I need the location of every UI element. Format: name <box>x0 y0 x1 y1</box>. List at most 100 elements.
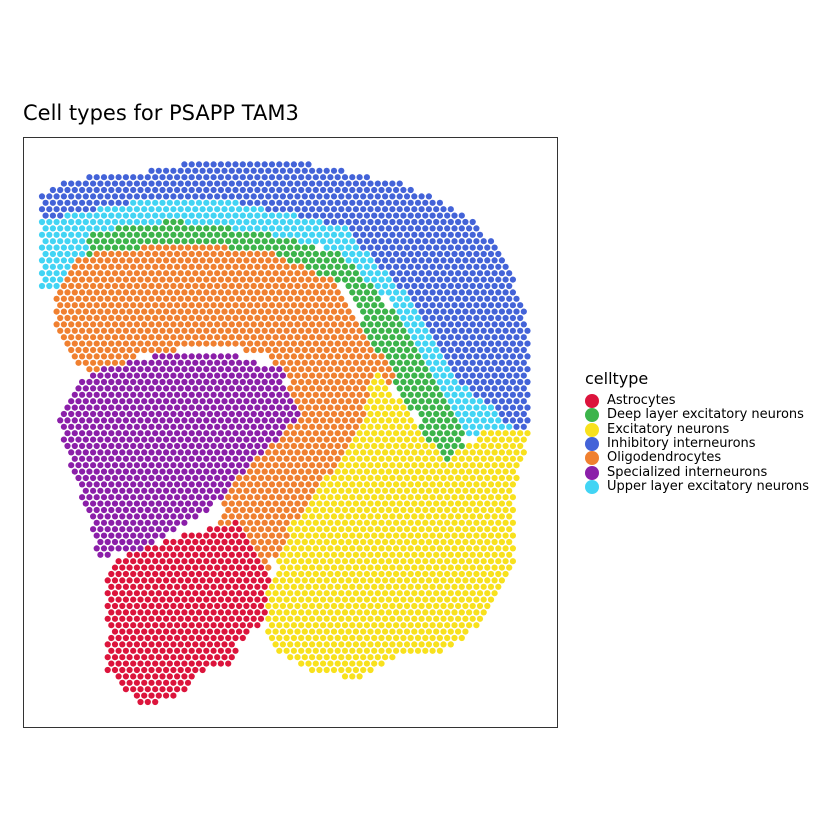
spot-point <box>345 372 352 379</box>
spot-point <box>141 321 148 328</box>
spot-point <box>429 366 436 373</box>
spot-point <box>327 455 334 462</box>
spot-point <box>174 468 181 475</box>
spot-point <box>115 263 122 270</box>
spot-point <box>206 295 213 302</box>
spot-point <box>473 468 480 475</box>
spot-point <box>115 366 122 373</box>
spot-point <box>371 238 378 245</box>
spot-point <box>261 378 268 386</box>
spot-point <box>155 308 162 315</box>
spot-point <box>433 449 440 456</box>
spot-point <box>232 186 239 194</box>
spot-point <box>60 295 67 302</box>
spot-point <box>195 622 203 629</box>
spot-point <box>294 270 301 277</box>
spot-point <box>389 231 396 238</box>
spot-point <box>119 654 126 661</box>
spot-point <box>276 583 283 590</box>
spot-point <box>524 327 531 334</box>
spot-point <box>93 442 100 450</box>
spot-point <box>462 244 469 251</box>
spot-point <box>301 282 308 290</box>
spot-point <box>206 257 213 264</box>
spot-point <box>195 417 203 424</box>
spot-point <box>210 353 217 360</box>
spot-point <box>294 167 301 174</box>
spot-point <box>323 359 330 366</box>
spot-point <box>374 270 381 277</box>
spot-point <box>294 628 301 635</box>
spot-point <box>203 430 210 437</box>
spot-point <box>210 276 217 283</box>
spot-point <box>298 634 305 642</box>
spot-point <box>495 250 502 258</box>
spot-point <box>298 430 305 437</box>
spot-point <box>290 212 297 219</box>
spot-point <box>356 481 363 488</box>
spot-point <box>239 238 246 245</box>
spot-point <box>309 270 316 277</box>
spot-point <box>491 577 498 584</box>
spot-point <box>396 449 403 456</box>
spot-point <box>228 590 235 597</box>
spot-point <box>469 282 476 290</box>
spot-point <box>214 577 221 584</box>
spot-point <box>447 398 454 405</box>
spot-point <box>188 494 195 501</box>
spot-point <box>356 455 363 462</box>
spot-point <box>433 628 440 635</box>
spot-point <box>455 282 462 290</box>
spot-point <box>411 577 418 584</box>
spot-point <box>148 551 155 558</box>
spot-point <box>75 423 82 430</box>
spot-point <box>400 455 407 462</box>
spot-point <box>316 666 323 674</box>
spot-point <box>108 314 115 322</box>
spot-point <box>502 353 509 360</box>
spot-point <box>338 487 345 494</box>
spot-point <box>228 564 235 571</box>
spot-point <box>462 231 469 238</box>
spot-point <box>225 238 232 245</box>
spot-point <box>177 321 184 328</box>
spot-point <box>210 238 217 245</box>
spot-point <box>174 660 181 667</box>
spot-point <box>312 430 319 437</box>
spot-point <box>279 513 286 520</box>
spot-point <box>506 321 513 328</box>
spot-point <box>484 474 491 482</box>
spot-point <box>444 417 451 424</box>
spot-point <box>137 250 144 258</box>
spot-point <box>429 583 436 590</box>
spot-point <box>119 218 126 226</box>
spot-point <box>309 257 316 264</box>
spot-point <box>177 410 184 418</box>
spot-point <box>250 423 257 430</box>
spot-point <box>320 455 327 462</box>
spot-point <box>122 545 129 552</box>
spot-point <box>330 385 338 392</box>
spot-point <box>203 634 210 642</box>
spot-point <box>334 353 341 360</box>
spot-point <box>42 276 49 283</box>
spot-point <box>393 570 400 578</box>
spot-point <box>473 353 480 360</box>
spot-point <box>327 622 334 629</box>
spot-point <box>334 494 341 501</box>
spot-point <box>276 442 283 450</box>
spot-point <box>440 615 447 622</box>
spot-point <box>144 442 151 450</box>
spot-point <box>323 398 330 405</box>
spot-point <box>272 423 279 430</box>
spot-point <box>524 340 531 347</box>
spot-point <box>53 295 60 302</box>
spot-point <box>133 193 140 200</box>
spot-point <box>148 679 155 686</box>
spot-point <box>301 321 308 328</box>
spot-point <box>144 250 151 258</box>
spot-point <box>509 353 516 360</box>
spot-point <box>334 404 341 411</box>
spot-point <box>451 481 458 488</box>
spot-point <box>144 276 151 283</box>
